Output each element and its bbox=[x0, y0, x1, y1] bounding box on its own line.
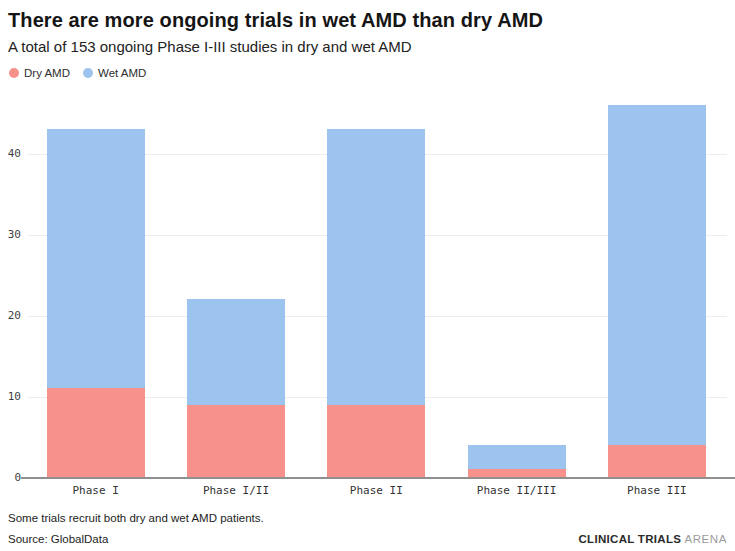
x-axis-label-phase-i: Phase I bbox=[26, 484, 166, 497]
bar-segment-dry-amd-phase-i-ii bbox=[187, 405, 285, 478]
plot-area: 010203040Phase IPhase I/IIPhase IIPhase … bbox=[0, 0, 735, 551]
bar-segment-wet-amd-phase-i-ii bbox=[187, 299, 285, 404]
y-tick-label-20: 20 bbox=[0, 309, 21, 323]
bar-segment-dry-amd-phase-ii bbox=[327, 405, 425, 478]
brand-light-text: ARENA bbox=[684, 533, 727, 545]
brand-bold-text: CLINICAL TRIALS bbox=[579, 533, 682, 545]
bar-segment-dry-amd-phase-iii bbox=[608, 445, 706, 477]
bar-segment-wet-amd-phase-iii bbox=[608, 105, 706, 445]
chart-footnote: Some trials recruit both dry and wet AMD… bbox=[8, 512, 264, 524]
bar-segment-wet-amd-phase-i bbox=[47, 129, 145, 388]
brand-logo: CLINICAL TRIALS ARENA bbox=[579, 533, 728, 545]
x-axis-label-phase-ii-iii: Phase II/III bbox=[447, 484, 587, 497]
y-tick-label-40: 40 bbox=[0, 147, 21, 161]
x-axis-label-phase-ii: Phase II bbox=[306, 484, 446, 497]
y-tick-label-30: 30 bbox=[0, 228, 21, 242]
x-axis-label-phase-iii: Phase III bbox=[587, 484, 727, 497]
x-axis-line bbox=[21, 477, 735, 479]
footer-row: Source: GlobalData CLINICAL TRIALS ARENA bbox=[8, 533, 727, 545]
source-text: Source: GlobalData bbox=[8, 533, 108, 545]
bar-segment-wet-amd-phase-ii bbox=[327, 129, 425, 404]
bar-segment-dry-amd-phase-i bbox=[47, 388, 145, 477]
chart-card: There are more ongoing trials in wet AMD… bbox=[0, 0, 735, 551]
y-tick-label-10: 10 bbox=[0, 390, 21, 404]
y-tick-label-0: 0 bbox=[0, 471, 21, 485]
bar-segment-wet-amd-phase-ii-iii bbox=[468, 445, 566, 469]
x-axis-label-phase-i-ii: Phase I/II bbox=[166, 484, 306, 497]
